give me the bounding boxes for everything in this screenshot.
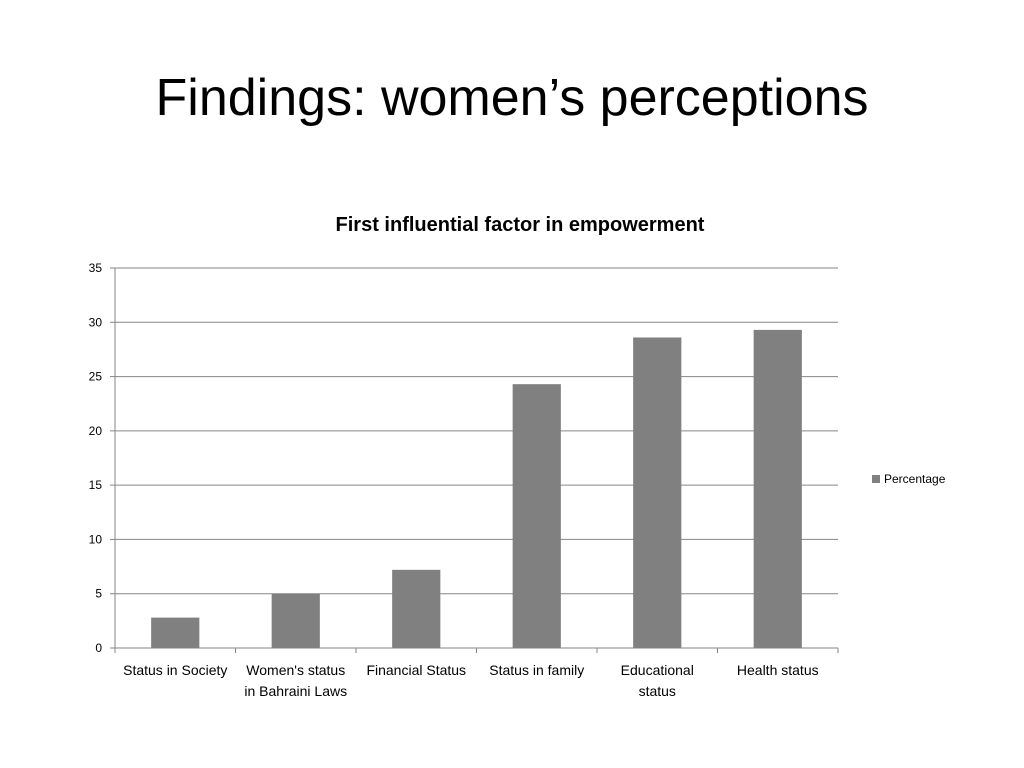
y-tick-label: 10 xyxy=(89,532,103,546)
x-tick-label: Status in Society xyxy=(123,662,227,678)
x-tick-label: Educational status xyxy=(621,662,694,699)
x-tick-label: Women's status in Bahraini Laws xyxy=(244,662,347,699)
y-tick-label: 0 xyxy=(95,641,102,655)
bar xyxy=(392,569,441,648)
bar xyxy=(753,329,802,648)
legend: Percentage xyxy=(872,472,945,486)
slide-title: Findings: women’s perceptions xyxy=(155,69,869,127)
y-tick-label: 30 xyxy=(89,315,103,329)
y-tick-label: 20 xyxy=(89,424,103,438)
y-tick-label: 5 xyxy=(95,587,102,601)
chart-title: First influential factor in empowerment xyxy=(335,214,705,236)
bar xyxy=(633,337,682,648)
y-tick-label: 25 xyxy=(89,370,103,384)
x-tick-label: Status in family xyxy=(489,662,584,678)
y-tick-label: 35 xyxy=(89,261,103,275)
legend-swatch xyxy=(872,475,880,483)
legend-label: Percentage xyxy=(884,472,946,486)
y-tick-label: 15 xyxy=(89,478,103,492)
bar xyxy=(271,593,320,648)
bar xyxy=(151,617,200,648)
bar xyxy=(512,384,561,648)
x-tick-label: Financial Status xyxy=(366,662,466,678)
x-tick-label: Health status xyxy=(737,662,819,678)
